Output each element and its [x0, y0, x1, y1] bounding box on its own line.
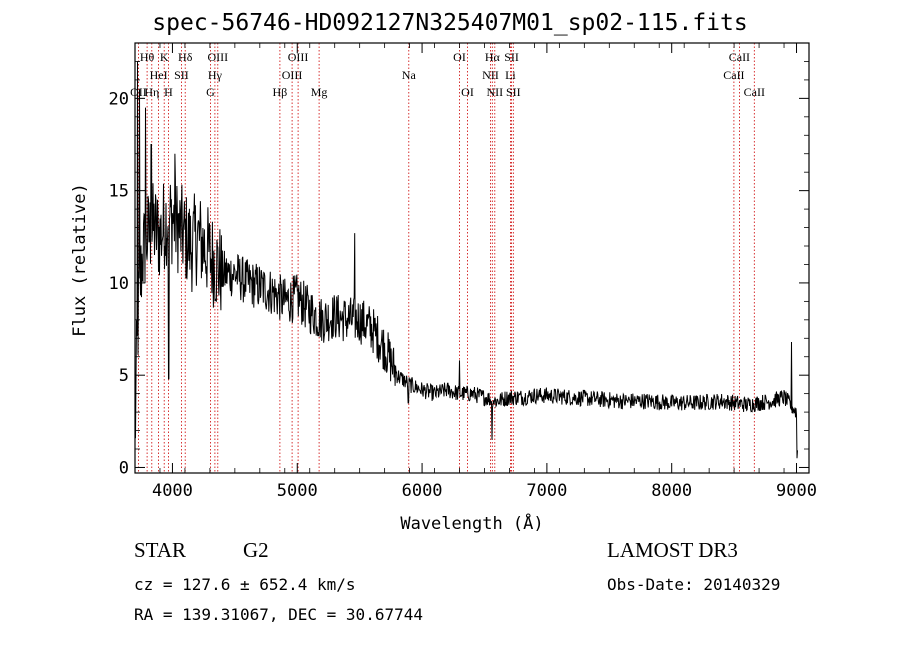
spectral-line-label: Hη: [144, 85, 159, 99]
spectral-line-label: Hα: [485, 50, 501, 64]
spectral-line-label: OII: [130, 85, 147, 99]
spectral-subclass: G2: [243, 538, 269, 562]
x-tick-label: 6000: [402, 481, 443, 501]
x-tick-label: 4000: [152, 481, 193, 501]
flux-series-line: [134, 61, 798, 459]
spectral-line-label: Na: [402, 68, 417, 82]
x-tick-label: 7000: [526, 481, 567, 501]
spectral-line-label: OIII: [207, 50, 228, 64]
spectral-line-label: H: [164, 85, 173, 99]
axes-layer: 4000 5000 6000 7000 8000 9000 0 5 10 15 20: [109, 43, 817, 501]
spectral-line-label: SII: [504, 50, 519, 64]
spectral-line-label: NII: [482, 68, 499, 82]
spectral-line-label: G: [206, 85, 215, 99]
spectral-line-label: SII: [174, 68, 189, 82]
spectral-line-label: K: [160, 50, 169, 64]
spectral-line-label: OIII: [288, 50, 309, 64]
obs-date: Obs-Date: 20140329: [607, 575, 781, 594]
spectral-line-label: OIII: [282, 68, 303, 82]
y-tick-label: 20: [109, 89, 129, 109]
y-tick-label: 10: [109, 274, 129, 294]
spectral-line-label: HeI: [150, 68, 168, 82]
y-tick-label: 5: [119, 366, 129, 386]
spectral-line-label: Mg: [311, 85, 328, 99]
spectral-line-label: Hθ: [140, 50, 155, 64]
spectral-line-labels: OIIHθHηHeIKHSIIHδGHγOIIIHβOIIIOIIIMgNaOI…: [130, 50, 765, 99]
spectral-line-label: Li: [505, 68, 516, 82]
plot-frame: [134, 42, 810, 474]
spectral-line-label: OI: [461, 85, 474, 99]
x-axis-label: Wavelength (Å): [400, 512, 543, 534]
y-tick-label: 0: [119, 458, 129, 478]
object-class: STAR: [134, 538, 186, 562]
y-tick-label: 15: [109, 182, 129, 202]
spectral-line-label: OI: [453, 50, 466, 64]
survey-label: LAMOST DR3: [607, 538, 738, 562]
spectral-line-label: Hδ: [178, 50, 193, 64]
spectral-line-label: NII: [486, 85, 503, 99]
spectral-line-label: Hγ: [208, 68, 223, 82]
spectral-line-label: Hβ: [273, 85, 288, 99]
spectral-line-label: CaII: [729, 50, 750, 64]
x-tick-label: 5000: [277, 481, 318, 501]
y-axis-label: Flux (relative): [70, 183, 90, 337]
series-layer: [134, 61, 798, 459]
coordinates: RA = 139.31067, DEC = 30.67744: [134, 605, 423, 624]
spectral-line-label: CaII: [744, 85, 765, 99]
spectral-line-label: SII: [506, 85, 521, 99]
x-tick-label: 8000: [651, 481, 692, 501]
spectral-line-label: CaII: [723, 68, 744, 82]
redshift-text: cz = 127.6 ± 652.4 km/s: [134, 575, 356, 594]
chart-title: spec-56746-HD092127N325407M01_sp02-115.f…: [152, 10, 748, 36]
x-tick-label: 9000: [776, 481, 817, 501]
